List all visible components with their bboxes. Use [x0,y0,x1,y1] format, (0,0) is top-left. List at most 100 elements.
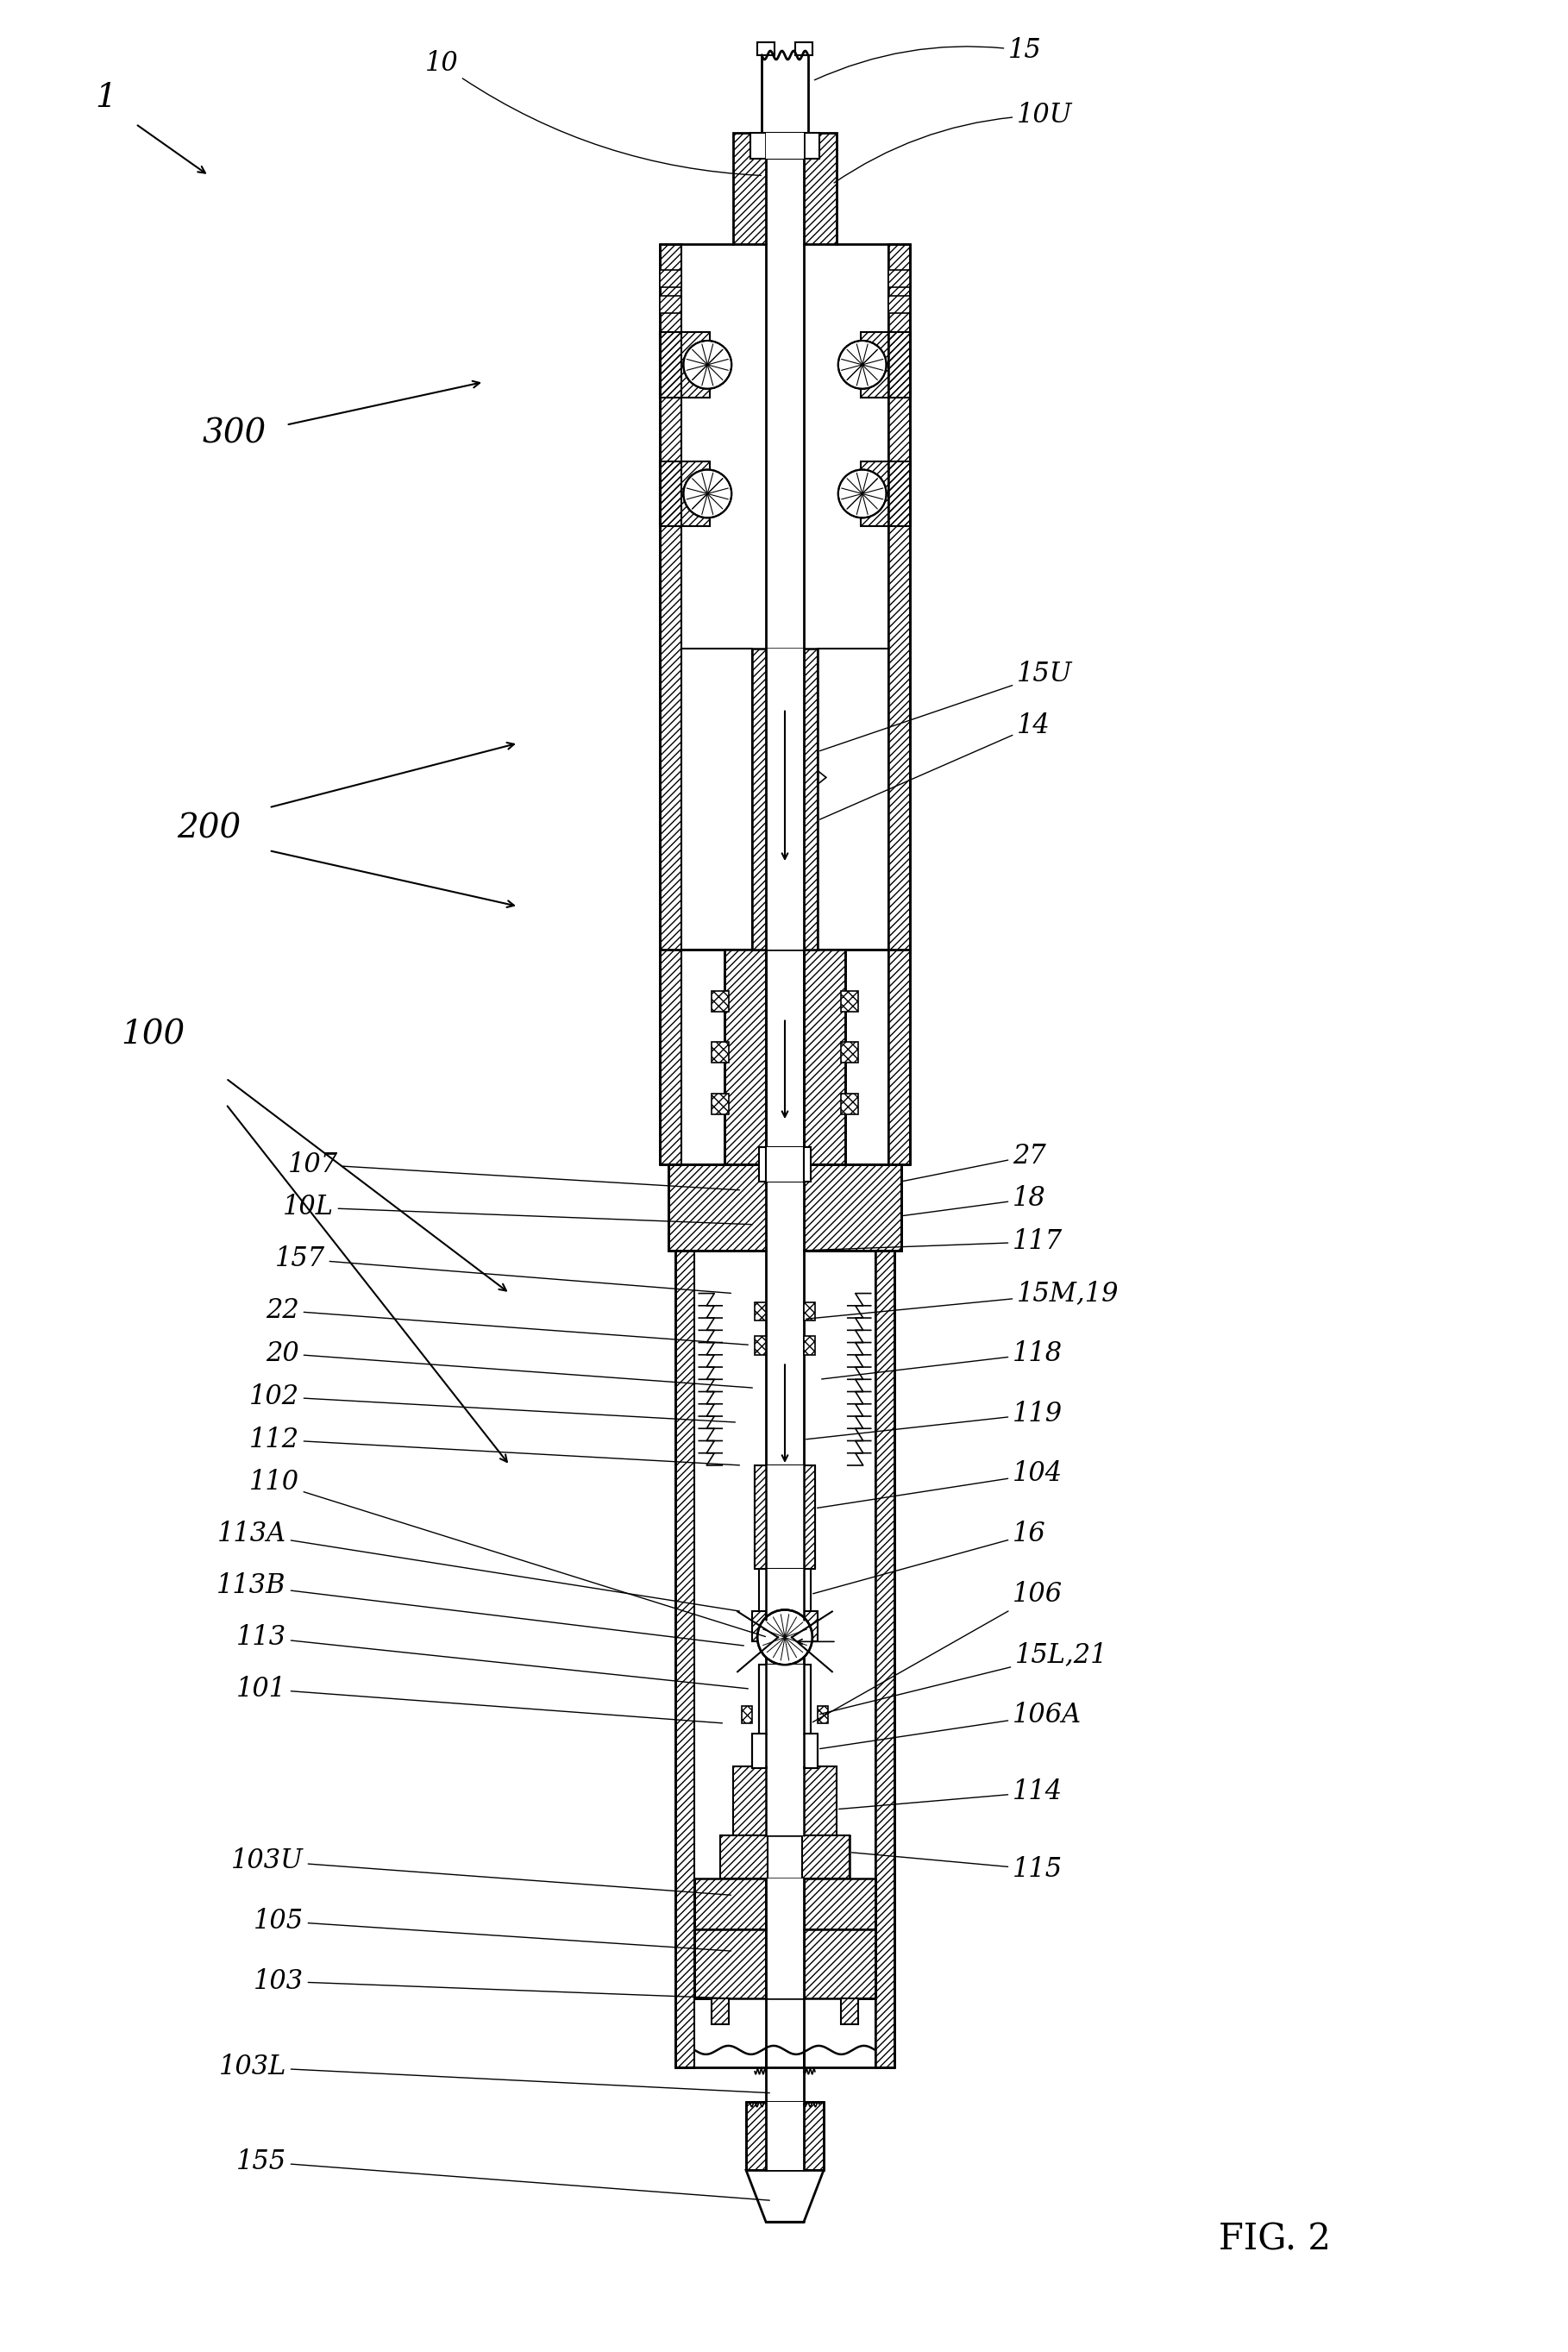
Bar [676,1251,695,2067]
Bar [759,1148,811,1181]
Bar [765,245,804,1164]
Text: 14: 14 [820,713,1051,818]
Text: 113: 113 [237,1623,748,1689]
Text: 15L,21: 15L,21 [820,1642,1109,1715]
Text: 103: 103 [252,1969,731,1999]
Bar [695,1877,875,1929]
Text: 113B: 113B [216,1573,743,1646]
Text: 22: 22 [265,1298,748,1345]
Bar [695,1251,765,2067]
Text: 102: 102 [249,1383,735,1423]
Bar [765,1733,804,1769]
Text: 1: 1 [96,82,116,115]
Circle shape [684,341,732,388]
Bar [720,1835,768,1877]
Text: 157: 157 [274,1247,731,1294]
Text: 106: 106 [812,1581,1063,1722]
Text: FIG. 2: FIG. 2 [1218,2220,1331,2258]
Bar [759,1569,811,1621]
Bar [670,1164,902,1251]
Bar [765,1569,804,1621]
Circle shape [757,1609,812,1665]
Bar [861,332,911,397]
Circle shape [684,470,732,517]
Circle shape [839,470,886,517]
Bar [712,1999,729,2025]
Bar [742,1705,753,1724]
Bar [712,1094,729,1115]
Bar [754,1465,815,1569]
Bar [660,270,682,287]
Text: 10U: 10U [834,101,1073,183]
Text: 20: 20 [265,1341,753,1388]
Bar [712,990,729,1011]
Bar [765,1665,804,1733]
Bar [765,1164,804,1251]
Text: 113A: 113A [216,1522,740,1611]
Text: 118: 118 [822,1341,1063,1378]
Bar [682,245,765,1164]
Bar [734,132,836,245]
Bar [804,245,887,1164]
Bar [751,132,818,158]
Bar [817,1705,828,1724]
Bar [840,990,858,1011]
Bar [804,1251,875,2067]
Bar [804,1303,815,1322]
Bar [795,42,812,54]
Text: 106A: 106A [820,1700,1082,1750]
Text: 10: 10 [425,49,760,176]
Bar [757,42,775,54]
Text: 300: 300 [202,419,267,449]
Text: 115: 115 [851,1853,1063,1884]
Text: 119: 119 [806,1399,1063,1439]
Bar [724,950,765,1164]
Circle shape [839,341,886,388]
Text: 105: 105 [252,1907,731,1952]
Bar [840,1094,858,1115]
Bar [804,950,845,1164]
Text: 112: 112 [249,1425,740,1465]
Text: 15M,19: 15M,19 [806,1279,1120,1319]
Text: 10L: 10L [282,1195,753,1225]
Text: 107: 107 [287,1150,740,1190]
Text: 15U: 15U [820,661,1073,750]
Bar [887,296,909,313]
Bar [887,270,909,287]
Bar [712,1042,729,1063]
Text: 114: 114 [839,1778,1063,1809]
Bar [759,1665,811,1733]
Bar [753,1733,817,1769]
Bar [804,1611,817,1642]
Text: 110: 110 [249,1470,765,1637]
Bar [660,296,682,313]
Bar [765,132,804,158]
Bar [734,1766,836,1835]
Bar [840,1042,858,1063]
Bar [754,1303,765,1322]
Text: 103U: 103U [230,1849,731,1896]
Bar [695,1929,875,1999]
Bar [660,332,710,397]
Text: 101: 101 [237,1675,723,1724]
Text: 200: 200 [177,814,241,844]
Bar [660,245,682,1164]
Text: 16: 16 [812,1522,1046,1595]
Bar [765,132,804,245]
Bar [765,2103,804,2171]
Bar [753,1611,765,1642]
Bar [765,649,804,950]
Bar [753,649,817,950]
Bar [765,1766,804,1835]
Bar [765,1465,804,1569]
Bar [804,1336,815,1355]
Text: 100: 100 [121,1018,185,1051]
Text: 155: 155 [237,2147,770,2201]
Text: 117: 117 [809,1228,1063,1256]
Bar [840,1999,858,2025]
Bar [765,1148,804,1181]
Bar [660,461,710,527]
Polygon shape [746,2171,823,2223]
Text: 27: 27 [903,1143,1046,1181]
Bar [765,1877,804,1929]
